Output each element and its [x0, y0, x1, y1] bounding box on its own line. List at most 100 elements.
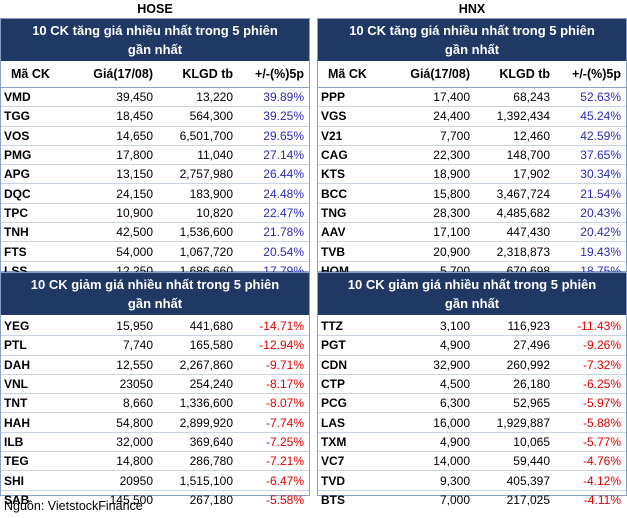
stock-code: YEG: [4, 319, 30, 334]
stock-code: VOS: [4, 128, 30, 143]
volume-value: 1,067,720: [179, 244, 233, 259]
price-value: 14,000: [433, 454, 470, 469]
change-value: -8.17%: [265, 377, 304, 392]
table-row: PTL 7,740 165,580 -12.94%: [1, 336, 309, 356]
change-value: 20.54%: [263, 244, 304, 259]
stock-code: VMD: [4, 90, 31, 105]
change-value: 27.14%: [263, 148, 304, 163]
volume-value: 1,392,434: [496, 109, 550, 124]
change-value: 20.42%: [580, 225, 621, 240]
change-value: 24.48%: [263, 186, 304, 201]
volume-value: 217,025: [506, 493, 550, 508]
price-value: 20,900: [433, 244, 470, 259]
stock-code: TNH: [4, 225, 29, 240]
table-row: VC7 14,000 59,440 -4.76%: [318, 452, 626, 472]
source-note: Nguồn: VietstockFinance: [4, 499, 143, 513]
hnx-losers-rows: TTZ 3,100 116,923 -11.43% PGT 4,900 27,496 -9.2…: [318, 315, 626, 510]
stock-code: BTS: [321, 493, 345, 508]
change-value: -5.97%: [582, 396, 621, 411]
hose-gainers-column-header: Mã CK Giá(17/08) KLGD tb +/-(%)5p: [1, 61, 309, 88]
volume-value: 447,430: [506, 225, 550, 240]
change-value: -7.32%: [582, 357, 621, 372]
price-value: 15,800: [433, 186, 470, 201]
col-change: +/-(%)5p: [255, 67, 304, 81]
table-row: CDN 32,900 260,992 -7.32%: [318, 356, 626, 375]
price-value: 15,950: [116, 319, 153, 334]
table-row: LAS 16,000 1,929,887 -5.88%: [318, 413, 626, 433]
price-value: 14,650: [116, 128, 153, 143]
change-value: 26.44%: [263, 167, 304, 182]
stock-code: LAS: [321, 415, 345, 430]
change-value: 42.59%: [580, 128, 621, 143]
stock-code: PPP: [321, 90, 346, 105]
table-row: PPP 17,400 68,243 52.63%: [318, 88, 626, 108]
change-value: -14.71%: [259, 319, 304, 334]
table-row: V21 7,700 12,460 42.59%: [318, 127, 626, 146]
stock-code: VC7: [321, 454, 345, 469]
price-value: 18,900: [433, 167, 470, 182]
table-row: SHI 20950 1,515,100 -6.47%: [1, 471, 309, 491]
volume-value: 1,515,100: [179, 473, 233, 488]
price-value: 7,700: [439, 128, 470, 143]
volume-value: 267,180: [189, 493, 233, 508]
price-value: 20950: [119, 473, 153, 488]
stock-code: PMG: [4, 148, 32, 163]
volume-value: 6,501,700: [179, 128, 233, 143]
price-value: 12,550: [116, 357, 153, 372]
change-value: 39.25%: [263, 109, 304, 124]
stock-code: ILB: [4, 434, 24, 449]
volume-value: 1,336,600: [179, 396, 233, 411]
price-value: 8,660: [122, 396, 153, 411]
hnx-top-losers-panel: 10 CK giảm giá nhiều nhất trong 5 phiên …: [317, 272, 627, 507]
volume-value: 1,536,600: [179, 225, 233, 240]
table-row: TVB 20,900 2,318,873 19.43%: [318, 242, 626, 262]
change-value: -4.11%: [583, 493, 621, 508]
volume-value: 369,640: [189, 434, 233, 449]
table-row: YEG 15,950 441,680 -14.71%: [1, 317, 309, 337]
volume-value: 26,180: [513, 377, 550, 392]
stock-code: HAH: [4, 415, 30, 430]
hose-top-losers-panel: 10 CK giảm giá nhiều nhất trong 5 phiên …: [0, 272, 310, 507]
volume-value: 11,040: [197, 148, 233, 163]
stock-code: KTS: [321, 167, 345, 182]
change-value: -7.25%: [265, 434, 304, 449]
volume-value: 10,820: [196, 205, 233, 220]
stock-code: SAB: [4, 493, 30, 508]
volume-value: 2,757,980: [179, 167, 233, 182]
volume-value: 254,240: [189, 377, 233, 392]
table-row: CAG 22,300 148,700 37.65%: [318, 146, 626, 166]
price-value: 22,300: [433, 148, 470, 163]
hose-losers-title: 10 CK giảm giá nhiều nhất trong 5 phiên …: [1, 273, 309, 315]
col-code: Mã CK: [328, 67, 367, 81]
price-value: 17,100: [433, 225, 470, 240]
price-value: 145,500: [109, 493, 153, 508]
change-value: 19.43%: [580, 244, 621, 259]
volume-value: 441,680: [189, 319, 233, 334]
table-row: TNG 28,300 4,485,682 20.43%: [318, 204, 626, 224]
stock-code: TNT: [4, 396, 28, 411]
hnx-gainers-title: 10 CK tăng giá nhiều nhất trong 5 phiên …: [318, 19, 626, 61]
volume-value: 27,496: [513, 338, 550, 353]
table-row: KTS 18,900 17,902 30.34%: [318, 165, 626, 185]
stock-code: TPC: [4, 205, 28, 220]
hnx-gainers-rows: PPP 17,400 68,243 52.63% VGS 24,400 1,392,434 4…: [318, 88, 626, 281]
price-value: 16,000: [433, 415, 470, 430]
hnx-top-gainers-panel: 10 CK tăng giá nhiều nhất trong 5 phiên …: [317, 18, 627, 278]
volume-value: 3,467,724: [496, 186, 550, 201]
table-row: VMD 39,450 13,220 39.89%: [1, 88, 309, 108]
change-value: -4.76%: [582, 454, 621, 469]
table-row: TXM 4,900 10,065 -5.77%: [318, 433, 626, 453]
price-value: 7,000: [439, 493, 470, 508]
stock-code: CTP: [321, 377, 345, 392]
change-value: -4.12%: [582, 473, 621, 488]
hose-label: HOSE: [137, 2, 173, 16]
table-row: BCC 15,800 3,467,724 21.54%: [318, 184, 626, 204]
table-row: VNL 23050 254,240 -8.17%: [1, 375, 309, 395]
change-value: 29.65%: [263, 128, 304, 143]
volume-value: 2,267,860: [179, 357, 233, 372]
stock-code: PGT: [321, 338, 346, 353]
volume-value: 165,580: [189, 338, 233, 353]
price-value: 39,450: [116, 90, 153, 105]
change-value: 21.78%: [263, 225, 304, 240]
col-price: Giá(17/08): [93, 67, 153, 81]
